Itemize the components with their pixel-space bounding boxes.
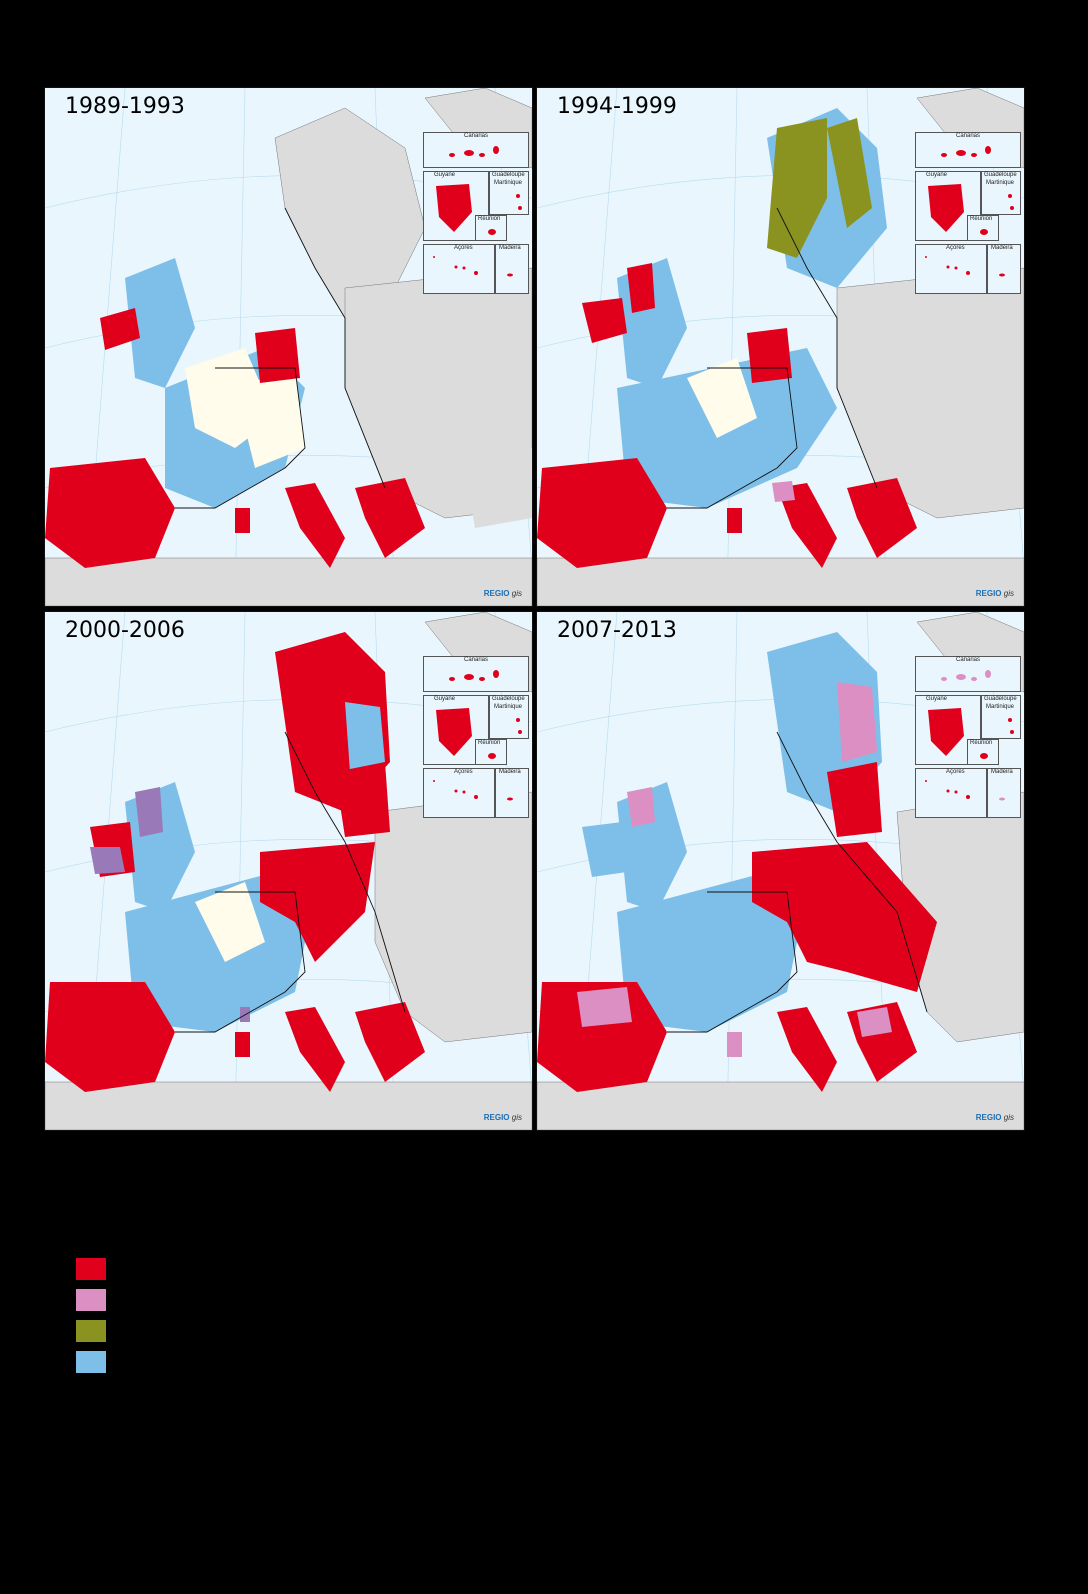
period-label: 1994-1999	[557, 94, 677, 119]
map-panel-1989-1993: 1989-1993 Canarias Guyane Guadeloupe Mar…	[44, 87, 533, 607]
map-panel-2007-2013: 2007-2013 Canarias Guyane Guadeloupe Mar…	[536, 611, 1025, 1131]
inset-guadeloupe-martinique: Guadeloupe Martinique	[981, 695, 1021, 739]
period-label: 2007-2013	[557, 618, 677, 643]
inset-guadeloupe-martinique: Guadeloupe Martinique	[489, 695, 529, 739]
outermost-regions-insets: Canarias Guyane Guadeloupe Martinique Ré…	[915, 656, 1021, 818]
inset-madeira: Madeira	[987, 244, 1021, 294]
inset-reunion: Réunion	[967, 739, 999, 765]
regiogis-logo: REGIO gis	[975, 1113, 1014, 1122]
regiogis-logo: REGIO gis	[483, 1113, 522, 1122]
map-panel-2000-2006: 2000-2006 Canarias Guyane Guadeloupe Mar…	[44, 611, 533, 1131]
legend-swatch-blue	[76, 1351, 106, 1373]
outermost-regions-insets: Canarias Guyane Guadeloupe Martinique Ré…	[915, 132, 1021, 294]
legend-swatch-olive	[76, 1320, 106, 1342]
inset-madeira: Madeira	[495, 244, 529, 294]
outermost-regions-insets: Canarias Guyane Guadeloupe Martinique Ré…	[423, 656, 529, 818]
inset-guyane: Guyane	[423, 171, 489, 241]
inset-canarias: Canarias	[423, 132, 529, 168]
period-label: 1989-1993	[65, 94, 185, 119]
inset-acores: Açores	[915, 768, 987, 818]
regiogis-logo: REGIO gis	[483, 589, 522, 598]
map-panel-1994-1999: 1994-1999 Canarias Guyane Guadeloupe Mar…	[536, 87, 1025, 607]
inset-reunion: Réunion	[967, 215, 999, 241]
inset-canarias: Canarias	[423, 656, 529, 692]
inset-guadeloupe-martinique: Guadeloupe Martinique	[489, 171, 529, 215]
period-label: 2000-2006	[65, 618, 185, 643]
inset-madeira: Madeira	[495, 768, 529, 818]
inset-madeira: Madeira	[987, 768, 1021, 818]
legend-swatch-red	[76, 1258, 106, 1280]
inset-acores: Açores	[423, 768, 495, 818]
outermost-regions-insets: Canarias Guyane Guadeloupe Martinique Ré…	[423, 132, 529, 294]
inset-reunion: Réunion	[475, 739, 507, 765]
inset-canarias: Canarias	[915, 656, 1021, 692]
inset-acores: Açores	[423, 244, 495, 294]
legend-swatch-pink	[76, 1289, 106, 1311]
inset-guadeloupe-martinique: Guadeloupe Martinique	[981, 171, 1021, 215]
regiogis-logo: REGIO gis	[975, 589, 1014, 598]
inset-acores: Açores	[915, 244, 987, 294]
inset-canarias: Canarias	[915, 132, 1021, 168]
inset-reunion: Réunion	[475, 215, 507, 241]
